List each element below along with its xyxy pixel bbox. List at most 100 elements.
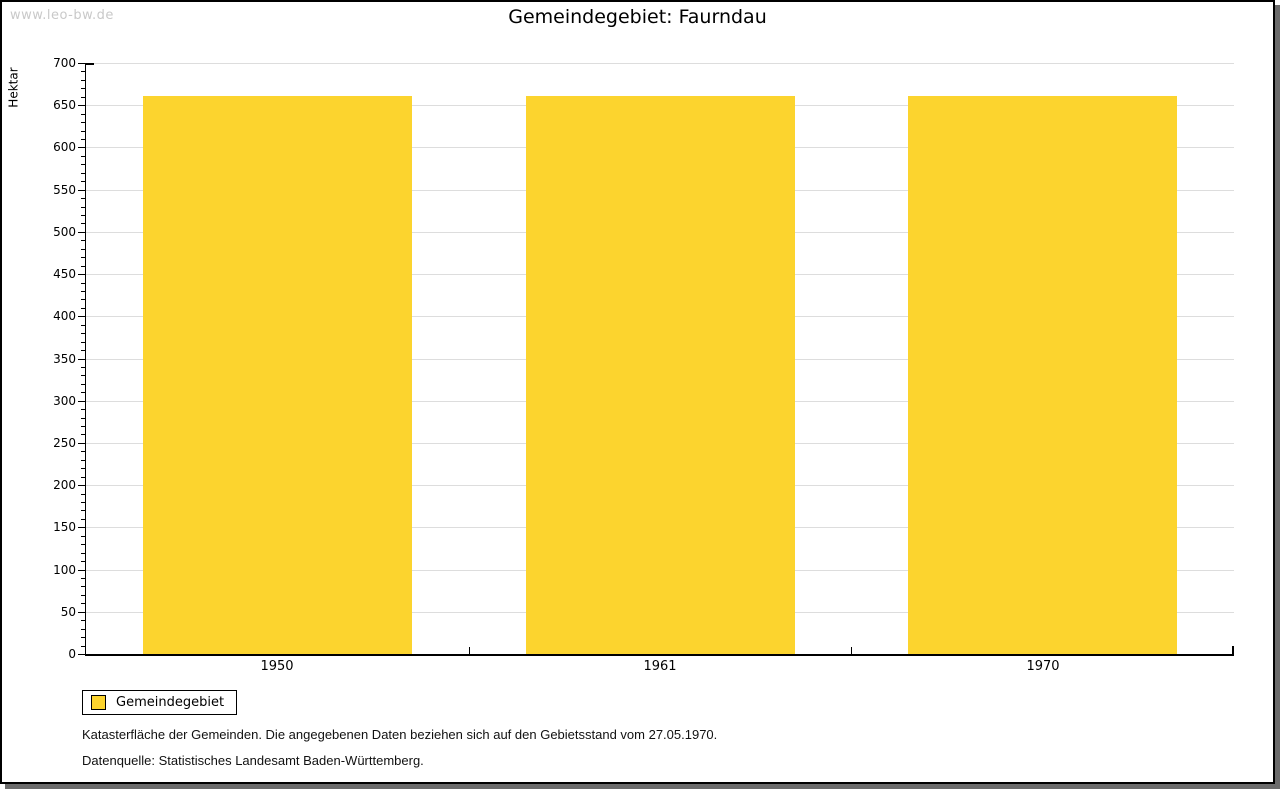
y-tick-label: 600 [53, 140, 76, 154]
y-major-tick [78, 443, 85, 444]
y-tick-label: 0 [68, 647, 76, 661]
y-minor-tick [81, 460, 85, 461]
y-minor-tick [81, 299, 85, 300]
y-minor-tick [81, 249, 85, 250]
y-minor-tick [81, 646, 85, 647]
y-minor-tick [81, 494, 85, 495]
y-minor-tick [81, 333, 85, 334]
y-minor-tick [81, 553, 85, 554]
y-minor-tick [81, 468, 85, 469]
y-minor-tick [81, 71, 85, 72]
y-major-tick [78, 654, 85, 655]
y-tick-label: 250 [53, 436, 76, 450]
y-tick-label: 300 [53, 394, 76, 408]
y-minor-tick [81, 384, 85, 385]
y-minor-tick [81, 561, 85, 562]
y-major-tick [78, 190, 85, 191]
y-minor-tick [81, 257, 85, 258]
y-minor-tick [81, 451, 85, 452]
y-minor-tick [81, 164, 85, 165]
y-tick-label: 150 [53, 520, 76, 534]
y-axis-end-tick [86, 63, 94, 65]
y-minor-tick [81, 510, 85, 511]
y-minor-tick [81, 198, 85, 199]
y-minor-tick [81, 409, 85, 410]
y-minor-tick [81, 620, 85, 621]
y-tick-label: 550 [53, 183, 76, 197]
y-minor-tick [81, 367, 85, 368]
x-tick-label: 1950 [260, 659, 294, 674]
y-tick-label: 450 [53, 267, 76, 281]
y-minor-tick [81, 131, 85, 132]
y-tick-label: 500 [53, 225, 76, 239]
y-minor-tick [81, 325, 85, 326]
y-minor-tick [81, 122, 85, 123]
y-minor-tick [81, 139, 85, 140]
y-major-tick [78, 527, 85, 528]
y-minor-tick [81, 156, 85, 157]
y-tick-label: 700 [53, 56, 76, 70]
y-major-tick [78, 485, 85, 486]
y-major-tick [78, 316, 85, 317]
y-tick-label: 350 [53, 352, 76, 366]
y-minor-tick [81, 418, 85, 419]
y-minor-tick [81, 283, 85, 284]
y-minor-tick [81, 578, 85, 579]
y-minor-tick [81, 97, 85, 98]
legend-swatch [91, 695, 106, 710]
y-minor-tick [81, 80, 85, 81]
y-minor-tick [81, 637, 85, 638]
y-tick-label: 100 [53, 563, 76, 577]
y-minor-tick [81, 586, 85, 587]
y-minor-tick [81, 350, 85, 351]
y-major-tick [78, 147, 85, 148]
y-minor-tick [81, 603, 85, 604]
bar [908, 96, 1177, 654]
y-minor-tick [81, 477, 85, 478]
y-minor-tick [81, 207, 85, 208]
y-major-tick [78, 570, 85, 571]
legend-label: Gemeindegebiet [116, 695, 225, 710]
y-axis-title: Hektar [6, 67, 21, 108]
y-minor-tick [81, 434, 85, 435]
y-minor-tick [81, 392, 85, 393]
y-minor-tick [81, 215, 85, 216]
y-tick-label: 400 [53, 309, 76, 323]
y-major-tick [78, 274, 85, 275]
y-tick-label: 200 [53, 478, 76, 492]
y-minor-tick [81, 308, 85, 309]
watermark: www.leo-bw.de [10, 8, 114, 23]
category-boundary-tick [851, 647, 852, 654]
footnote-source: Datenquelle: Statistisches Landesamt Bad… [82, 753, 424, 768]
y-minor-tick [81, 595, 85, 596]
y-minor-tick [81, 629, 85, 630]
plot-area: 0 50 100 150 200 250 300 350 400 450 500 550 600 650 7… [53, 56, 1234, 674]
y-minor-tick [81, 426, 85, 427]
y-minor-tick [81, 502, 85, 503]
y-minor-tick [81, 240, 85, 241]
y-tick-label: 50 [60, 605, 76, 619]
y-major-tick [78, 105, 85, 106]
y-major-tick [78, 63, 85, 64]
legend: Gemeindegebiet [82, 690, 238, 715]
category-boundary-tick [469, 647, 470, 654]
y-minor-tick [81, 88, 85, 89]
y-minor-tick [81, 223, 85, 224]
gridline [86, 63, 1234, 64]
y-minor-tick [81, 342, 85, 343]
y-minor-tick [81, 519, 85, 520]
bar [143, 96, 412, 654]
y-minor-tick [81, 375, 85, 376]
chart-title: Gemeindegebiet: Faurndau [508, 6, 767, 28]
y-major-tick [78, 612, 85, 613]
y-minor-tick [81, 544, 85, 545]
x-axis-end-tick [1232, 646, 1234, 654]
y-major-tick [78, 359, 85, 360]
bar [526, 96, 795, 654]
y-major-tick [78, 232, 85, 233]
y-minor-tick [81, 173, 85, 174]
y-minor-tick [81, 114, 85, 115]
x-tick-label: 1961 [643, 659, 677, 674]
footnote-description: Katasterfläche der Gemeinden. Die angege… [82, 727, 718, 742]
